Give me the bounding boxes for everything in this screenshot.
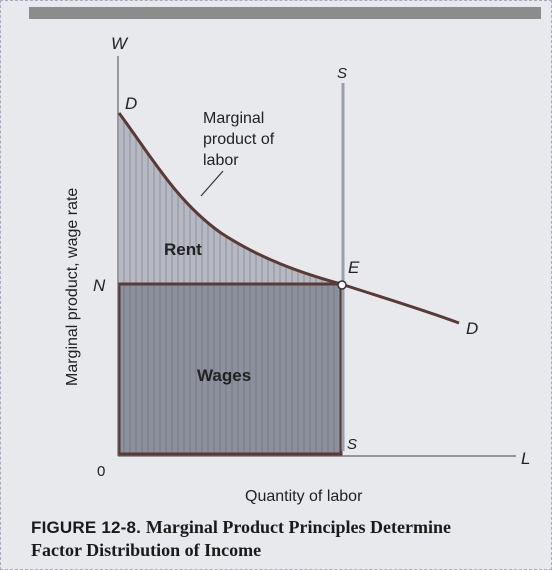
supply-top-label: S [337,65,347,82]
figure-title-line-1: Marginal Product Principles Determine [145,517,451,537]
x-axis-label: Quantity of labor [245,488,363,505]
figure-caption: FIGURE 12-8. Marginal Product Principles… [31,516,546,562]
origin-label: 0 [97,463,105,480]
wage-level-label: N [93,276,106,295]
supply-bottom-label: S [347,436,357,453]
marginal-product-diagram: W L 0 D D N E S S Marginal product of la… [64,34,530,505]
figure-title-line-2: Factor Distribution of Income [31,540,262,560]
equilibrium-label: E [348,258,360,277]
annotation-line-3: labor [203,152,239,169]
wages-hatching [119,284,341,454]
demand-top-label: D [125,94,137,113]
wages-label: Wages [197,366,251,385]
y-axis-label: Marginal product, wage rate [64,188,81,386]
rent-hatching [119,113,341,284]
wages-outline [117,282,343,456]
top-bar [29,7,541,19]
annotation-pointer [200,170,224,197]
equilibrium-point [337,280,347,290]
axis-l-label: L [521,449,530,468]
demand-curve [117,112,460,325]
annotation-line-2: product of [203,131,275,148]
rent-label: Rent [164,240,202,259]
axis-w-label: W [111,34,129,53]
demand-bottom-label: D [466,319,478,338]
figure-number: FIGURE 12-8. [31,518,142,537]
annotation-line-1: Marginal [203,110,264,127]
